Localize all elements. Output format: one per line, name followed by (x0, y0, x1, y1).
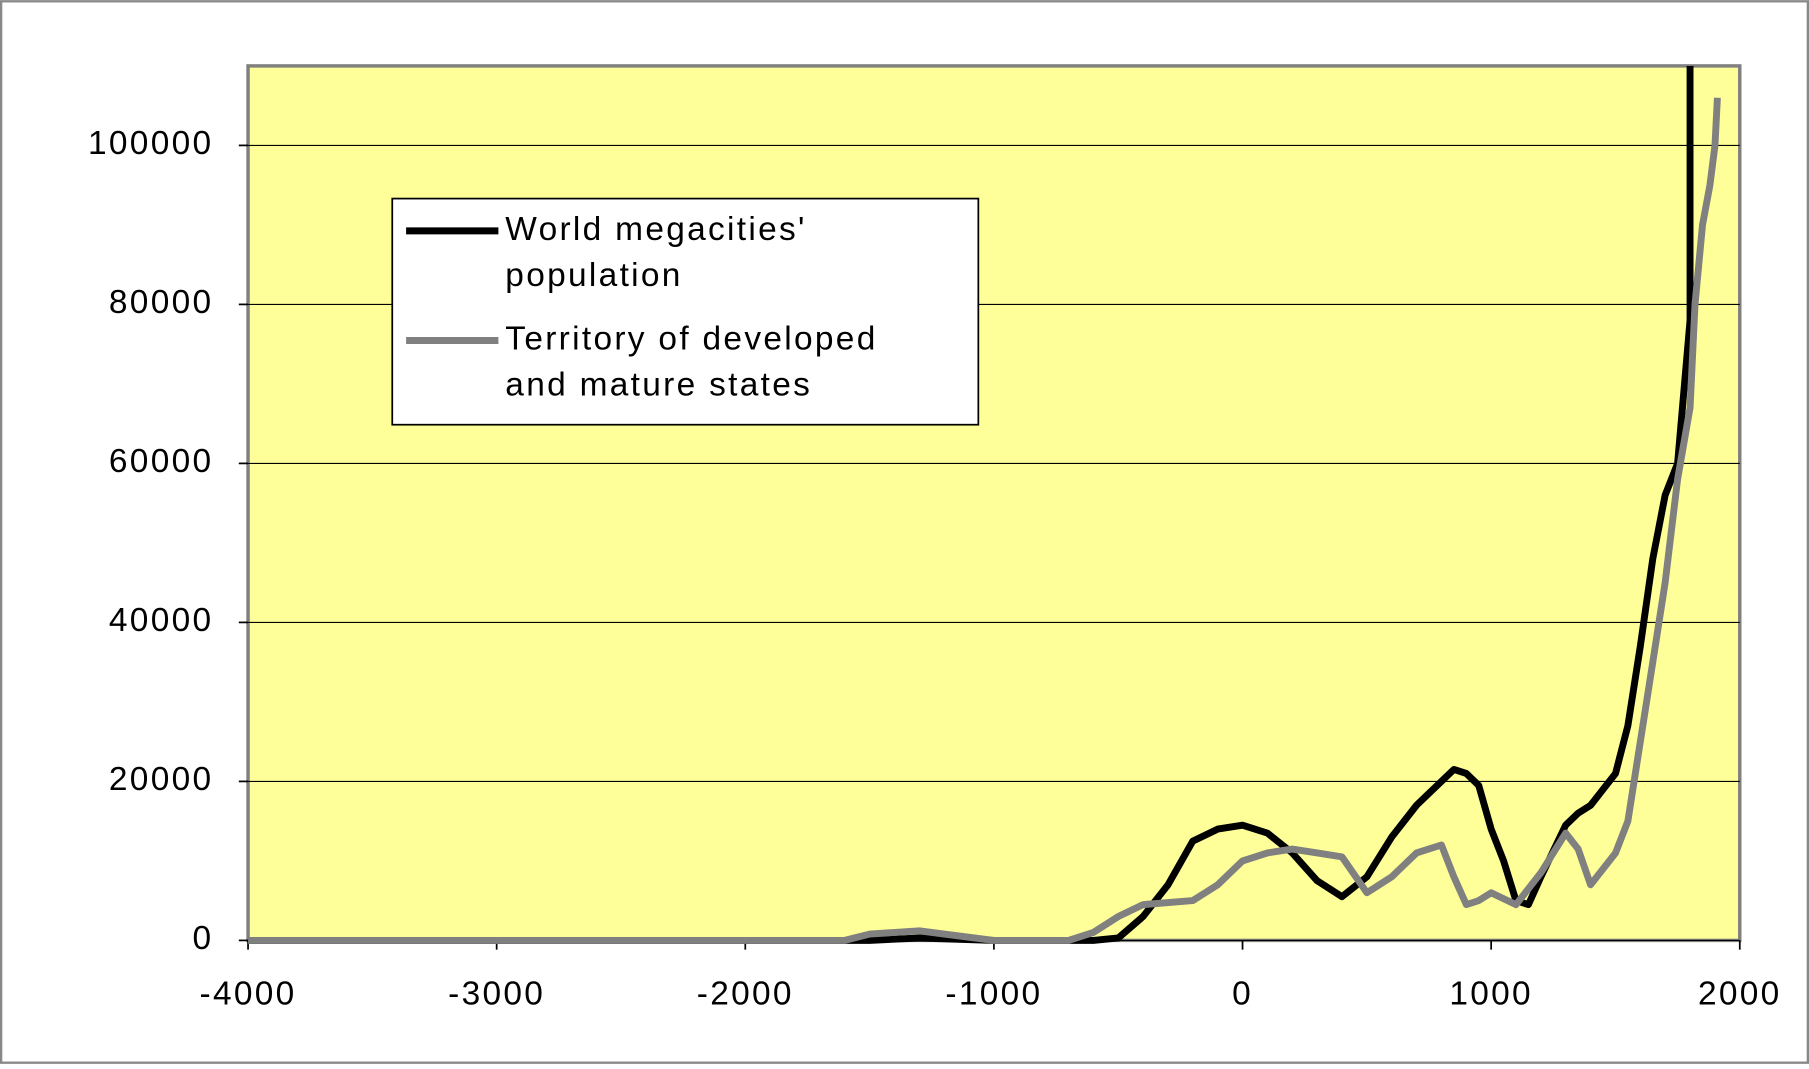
y-tick-label: 20000 (109, 761, 214, 798)
x-tick-label: -3000 (448, 976, 545, 1013)
legend-label: World megacities' population (505, 211, 806, 294)
x-tick-label: 1000 (1449, 976, 1533, 1013)
series-line (248, 65, 1694, 944)
series-line (248, 97, 1721, 944)
x-tick-label: 2000 (1698, 976, 1782, 1013)
y-tick-label: 100000 (88, 125, 213, 162)
y-tick-label: 0 (193, 920, 214, 957)
y-tick-label: 80000 (109, 284, 214, 321)
y-tick-label: 60000 (109, 443, 214, 480)
lines (248, 65, 1721, 944)
legend-box (391, 197, 980, 426)
x-tick-label: -4000 (200, 976, 297, 1013)
plot-area (246, 64, 1742, 943)
legend-label: Territory of developed and mature states (505, 320, 877, 403)
y-tick-label: 40000 (109, 602, 214, 639)
x-tick-label: -2000 (697, 976, 794, 1013)
x-tick-label: -1000 (945, 976, 1042, 1013)
x-tick-label: 0 (1232, 976, 1253, 1013)
legend: World megacities' population Territory of … (391, 197, 980, 426)
